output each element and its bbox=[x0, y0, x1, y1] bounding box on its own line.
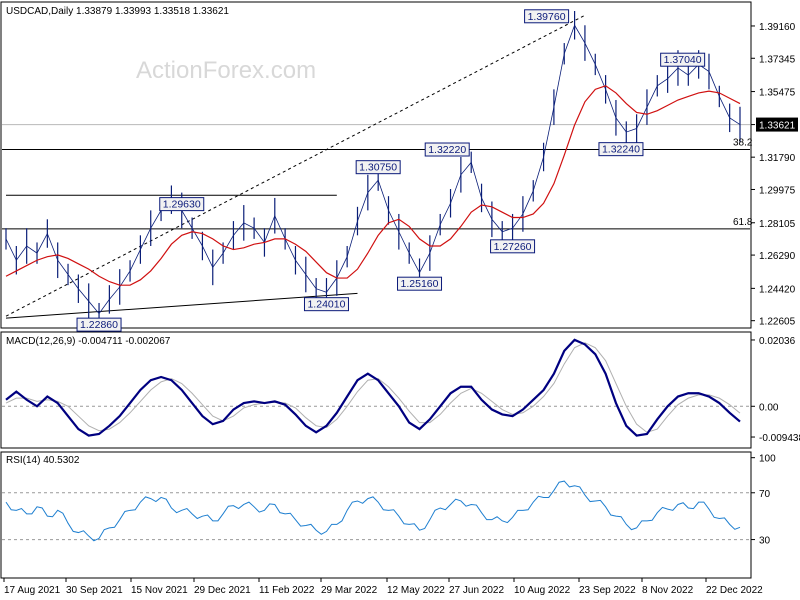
axis-layer: 1.39160 1.37345 1.35475 1.33621 1.31790 1.299… bbox=[3, 22, 800, 596]
annotation-box bbox=[397, 276, 443, 291]
annotation-box bbox=[660, 52, 706, 67]
price-axis-label: 1.29975 bbox=[759, 185, 796, 196]
annotation-box bbox=[490, 239, 536, 254]
macd-signal-line bbox=[5, 342, 741, 433]
macd-line bbox=[5, 338, 741, 437]
fib-61-label: 61.8 bbox=[733, 217, 753, 228]
rsi-layer bbox=[2, 480, 750, 542]
date-axis-label: 11 Feb 2022 bbox=[259, 585, 315, 596]
annotation-label: 1.25160 bbox=[401, 278, 439, 290]
date-axis-label: 23 Sep 2022 bbox=[579, 585, 636, 596]
moving-average-line bbox=[5, 85, 741, 286]
rsi-panel bbox=[0, 451, 752, 579]
annotation-label: 1.27260 bbox=[494, 241, 532, 253]
fib-38-label: 38.2 bbox=[733, 138, 753, 149]
annotation-label: 1.37040 bbox=[664, 54, 702, 66]
date-axis-label: 12 May 2022 bbox=[387, 585, 445, 596]
macd-axis-label: 0.00 bbox=[759, 402, 779, 413]
current-price-label: 1.33621 bbox=[759, 121, 796, 132]
annotation-label: 1.24010 bbox=[307, 299, 345, 311]
annotation-label: 1.32240 bbox=[602, 144, 640, 156]
annotation-box bbox=[303, 297, 349, 312]
date-axis-label: 27 Jun 2022 bbox=[449, 585, 504, 596]
date-axis-label: 29 Dec 2021 bbox=[194, 585, 251, 596]
annotation-box bbox=[524, 9, 570, 24]
trendline bbox=[5, 292, 358, 319]
annotation-box bbox=[355, 160, 401, 175]
rsi-axis-label: 100 bbox=[759, 454, 776, 465]
price-axis-label: 1.31790 bbox=[759, 153, 796, 164]
annotation-box bbox=[76, 317, 122, 332]
current-price-box bbox=[756, 117, 798, 132]
price-layer: 1.39760 1.37040 1.32240 1.32220 1.30750 1.296… bbox=[2, 9, 753, 332]
rsi-axis-label: 30 bbox=[759, 536, 771, 547]
rsi-line bbox=[5, 480, 741, 542]
annotation-label: 1.39760 bbox=[528, 11, 566, 23]
price-axis-label: 1.22605 bbox=[759, 317, 796, 328]
price-axis-label: 1.24420 bbox=[759, 284, 796, 295]
macd-panel bbox=[0, 331, 752, 449]
annotation-box bbox=[424, 142, 470, 157]
rsi-title: RSI(14) 40.5302 bbox=[6, 455, 80, 466]
annotation-box bbox=[598, 142, 644, 157]
price-axis-label: 1.28105 bbox=[759, 219, 796, 230]
price-axis-label: 1.35475 bbox=[759, 88, 796, 99]
annotation-label: 1.22860 bbox=[80, 319, 118, 331]
date-axis-label: 30 Sep 2021 bbox=[66, 585, 123, 596]
macd-layer bbox=[2, 338, 750, 437]
macd-axis-label: -0.009438 bbox=[759, 433, 800, 444]
date-axis-label: 22 Dec 2022 bbox=[706, 585, 763, 596]
annotation-box bbox=[159, 197, 205, 212]
price-axis-label: 1.26290 bbox=[759, 251, 796, 262]
macd-axis-label: 0.02036 bbox=[759, 336, 796, 347]
date-axis-label: 29 Mar 2022 bbox=[321, 585, 378, 596]
annotation-label: 1.29630 bbox=[163, 199, 201, 211]
watermark: ActionForex.com bbox=[136, 57, 316, 84]
date-axis-label: 8 Nov 2022 bbox=[642, 585, 694, 596]
annotation-label: 1.32220 bbox=[428, 144, 466, 156]
macd-title: MACD(12,26,9) -0.004711 -0.002067 bbox=[6, 336, 171, 347]
rsi-axis-label: 70 bbox=[759, 489, 771, 500]
chart-title: USDCAD,Daily 1.33879 1.33993 1.33518 1.3… bbox=[6, 6, 229, 17]
date-axis-label: 17 Aug 2021 bbox=[4, 585, 61, 596]
date-axis-label: 10 Aug 2022 bbox=[514, 585, 571, 596]
trendline bbox=[5, 14, 586, 317]
date-axis-label: 15 Nov 2021 bbox=[131, 585, 188, 596]
price-axis-label: 1.39160 bbox=[759, 22, 796, 33]
annotation-label: 1.30750 bbox=[359, 162, 397, 174]
price-axis-label: 1.37345 bbox=[759, 54, 796, 65]
price-series-line bbox=[5, 24, 741, 315]
